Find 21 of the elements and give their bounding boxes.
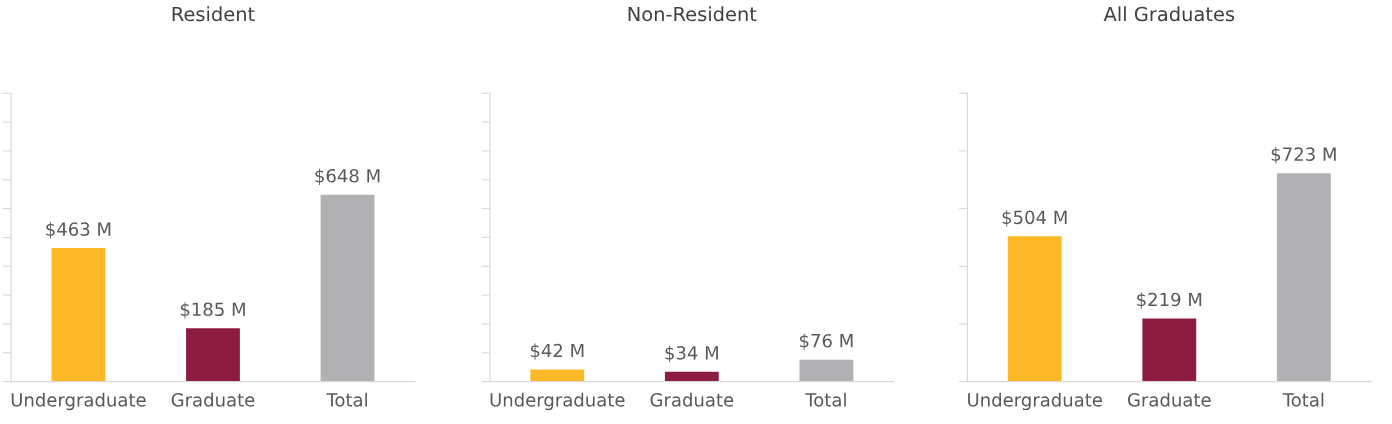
- data-label: $723 M: [1271, 147, 1336, 164]
- x-tick-label: Total: [326, 392, 367, 407]
- chart-title: Non-Resident: [628, 6, 757, 22]
- data-label: $463 M: [46, 221, 111, 239]
- x-tick-label: Graduate: [650, 392, 734, 407]
- data-label: $34 M: [665, 345, 718, 363]
- x-tick-label: Undergraduate: [11, 392, 146, 411]
- data-label: $219 M: [1137, 292, 1202, 309]
- chart-title: Resident: [172, 6, 255, 22]
- x-tick-label: Graduate: [1127, 392, 1211, 407]
- data-label: $648 M: [315, 168, 380, 186]
- x-tick-label: Undergraduate: [968, 392, 1102, 411]
- x-tick-label: Total: [805, 392, 846, 407]
- x-tick-label: Total: [1282, 392, 1324, 407]
- data-label: $42 M: [530, 343, 584, 360]
- x-tick-label: Graduate: [171, 392, 255, 407]
- data-label: $185 M: [180, 302, 245, 319]
- x-tick-label: Undergraduate: [490, 392, 625, 411]
- data-label: $76 M: [799, 333, 853, 350]
- data-label: $504 M: [1002, 210, 1067, 227]
- chart-title: All Graduates: [1103, 6, 1235, 22]
